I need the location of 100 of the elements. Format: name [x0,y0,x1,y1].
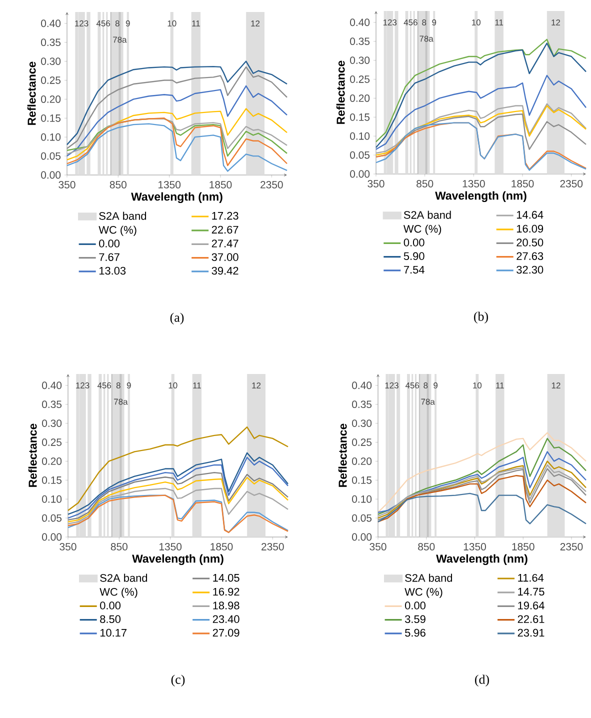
y-tick-label: 0.05 [41,152,61,160]
y-tick-label: 0.20 [350,94,370,102]
x-tick-label: 2350 [560,180,583,188]
band-label: 456 [96,20,110,26]
band-label: 123 [383,19,397,26]
x-tick-label: 1850 [512,543,534,550]
text: S2A band [405,574,452,582]
x-tick-label: 850 [418,543,435,550]
text: (c) [171,674,185,686]
text: S2A band [99,212,146,220]
legend-label: 32.30 [516,266,544,274]
y-tick-label: 0.25 [41,76,61,84]
y-tick-label: 0.30 [42,420,62,427]
band-label: 78a [114,398,128,405]
x-tick-label: 350 [60,543,76,550]
y-tick-label: 0.15 [42,476,62,484]
legend-label: 7.54 [404,266,424,274]
x-axis-title: Wavelength (nm) [436,554,528,565]
band-label: 11 [192,20,200,26]
y-tick-label: 0.10 [41,133,61,141]
legend-label: 17.23 [212,212,238,220]
x-tick-label: 2350 [560,543,583,550]
band-label: 11 [193,382,201,388]
x-tick-label: 850 [110,543,128,550]
y-tick-label: 0.00 [42,533,62,541]
x-tick-label: 2350 [262,543,284,550]
legend-label: 8.50 [100,615,121,624]
x-tick-label: 1350 [159,543,182,550]
y-axis-title: Reflectance [338,424,347,487]
legend-label: 16.09 [516,224,544,233]
line-series [66,123,288,172]
x-tick-label: 350 [58,181,76,188]
line-series [66,118,288,166]
x-tick-label: 350 [368,180,384,188]
line-series [66,85,288,157]
legend-label: 19.64 [518,602,544,610]
y-tick-label: 0.30 [352,420,372,427]
y-tick-label: 0.00 [350,170,370,178]
band-label: 11 [495,19,504,26]
y-tick-label: 0.15 [350,113,370,121]
y-axis-title: Reflectance [28,424,37,487]
band-label: 10 [168,20,176,26]
band-label: 12 [552,19,560,26]
legend-label: 10.17 [100,628,126,637]
line-series [375,74,587,150]
legend-label: 22.61 [518,615,544,624]
line-series [67,426,289,512]
y-tick-label: 0.40 [41,20,61,28]
x-tick-label: 1850 [210,181,232,188]
band-label: 12 [251,20,260,26]
y-tick-label: 0.10 [42,495,62,503]
band-label: 9 [126,20,130,26]
y-tick-label: 0.15 [352,476,372,484]
band-label: 9 [434,382,438,388]
y-tick-label: 0.15 [41,114,61,122]
legend-label: 0.00 [404,238,424,246]
y-tick-label: 0.05 [350,151,370,159]
line-series [67,494,289,534]
band-label: 123 [76,382,90,388]
band-label: 456 [405,382,420,388]
y-tick-label: 0.35 [350,38,370,46]
line-series [377,492,587,524]
x-tick-label: 2350 [260,181,283,188]
text: (a) [170,312,184,324]
y-tick-label: 0.30 [41,58,61,65]
legend-label: 0.00 [100,602,121,610]
band-label: 78a [113,36,127,43]
x-tick-label: 350 [370,543,386,550]
y-axis-title: Reflectance [27,62,36,125]
text: S2A band [404,210,451,219]
band-label: 8 [115,20,120,26]
line-series [67,488,289,524]
y-tick-label: 0.35 [352,400,372,408]
legend-label: 7.67 [99,253,120,262]
legend-label: 27.63 [516,252,544,260]
band-label: 9 [432,19,436,26]
legend-label: 39.42 [212,266,238,275]
x-axis-title: Wavelength (nm) [132,554,224,565]
y-tick-label: 0.20 [42,457,62,465]
y-axis-title: Reflectance [336,60,345,124]
band-label: 12 [252,382,261,388]
legend-label: 23.91 [518,628,544,637]
y-tick-label: 0.10 [350,132,370,140]
legend-label: 3.59 [405,615,426,624]
band-label: 78a [420,36,434,42]
text: (d) [475,674,489,686]
legend-label: 16.92 [213,588,240,596]
legend-title: WC (%) [98,226,136,236]
band-label: 10 [472,19,480,26]
legend-label: 20.50 [516,238,544,246]
band-label: 9 [126,382,131,388]
y-tick-label: 0.00 [41,171,61,179]
legend-label: 27.09 [212,628,240,637]
legend-label: 18.98 [213,602,240,610]
band-label: 8 [422,19,426,26]
legend-label: 0.00 [405,602,426,610]
y-tick-label: 0.20 [41,95,61,103]
band-label: 456 [404,19,418,26]
legend-title: WC (%) [403,224,442,235]
legend-label: 14.75 [518,588,544,596]
